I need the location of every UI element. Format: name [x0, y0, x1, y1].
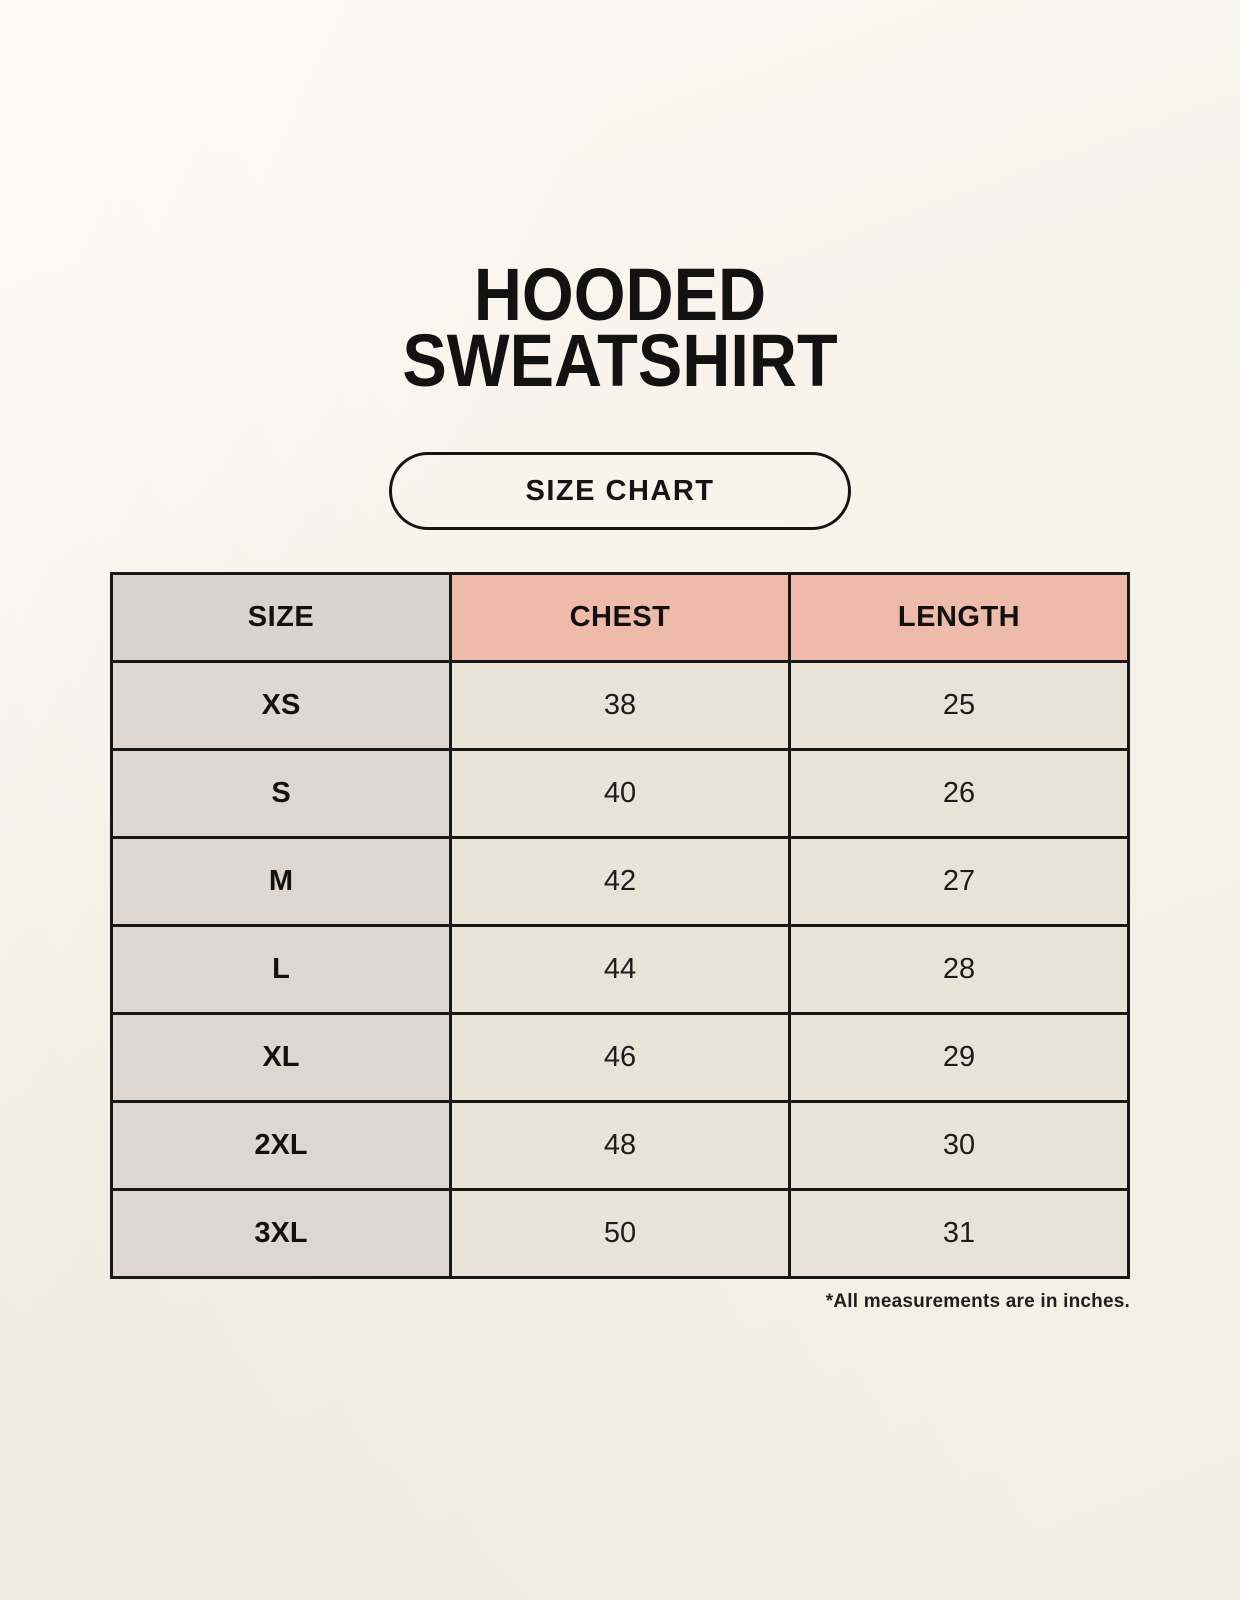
- table-row-m: M 42 27: [110, 836, 1130, 927]
- table-row-xl: XL 46 29: [110, 1012, 1130, 1103]
- table-row-l: L 44 28: [110, 924, 1130, 1015]
- size-cell: XL: [110, 1012, 452, 1103]
- length-cell: 30: [788, 1100, 1130, 1191]
- length-cell: 25: [788, 660, 1130, 751]
- header-cell-size: SIZE: [110, 572, 452, 663]
- page-title-line1: HOODED: [473, 253, 767, 336]
- size-cell: 2XL: [110, 1100, 452, 1191]
- header-cell-length: LENGTH: [788, 572, 1130, 663]
- length-cell: 26: [788, 748, 1130, 839]
- size-table: SIZE CHEST LENGTH XS 38 25 S 40 26 M: [110, 572, 1130, 1279]
- chest-cell: 40: [449, 748, 791, 839]
- table-row-3xl: 3XL 50 31: [110, 1188, 1130, 1279]
- size-cell: XS: [110, 660, 452, 751]
- length-cell: 28: [788, 924, 1130, 1015]
- size-chart-badge-label: SIZE CHART: [525, 474, 715, 507]
- measurements-footnote: *All measurements are in inches.: [825, 1291, 1130, 1312]
- page-title-line2: SWEATSHIRT: [402, 319, 838, 402]
- chest-cell: 46: [449, 1012, 791, 1103]
- length-cell: 29: [788, 1012, 1130, 1103]
- header-row: SIZE CHEST LENGTH: [110, 572, 1130, 663]
- chest-cell: 48: [449, 1100, 791, 1191]
- header-cell-chest: CHEST: [449, 572, 791, 663]
- table-row-xs: XS 38 25: [110, 660, 1130, 751]
- size-cell: 3XL: [110, 1188, 452, 1279]
- size-cell: M: [110, 836, 452, 927]
- chest-cell: 42: [449, 836, 791, 927]
- size-table-header: SIZE CHEST LENGTH: [110, 572, 1130, 663]
- chest-cell: 50: [449, 1188, 791, 1279]
- size-table-body: XS 38 25 S 40 26 M 42 27 L 44 28: [110, 660, 1130, 1279]
- size-cell: L: [110, 924, 452, 1015]
- length-cell: 27: [788, 836, 1130, 927]
- size-cell: S: [110, 748, 452, 839]
- table-row-2xl: 2XL 48 30: [110, 1100, 1130, 1191]
- size-chart-badge[interactable]: SIZE CHART: [389, 452, 851, 530]
- chest-cell: 38: [449, 660, 791, 751]
- length-cell: 31: [788, 1188, 1130, 1279]
- table-row-s: S 40 26: [110, 748, 1130, 839]
- size-table-container: SIZE CHEST LENGTH XS 38 25 S 40 26 M: [110, 572, 1130, 1279]
- page-title: HOODED SWEATSHIRT: [62, 0, 1178, 398]
- chest-cell: 44: [449, 924, 791, 1015]
